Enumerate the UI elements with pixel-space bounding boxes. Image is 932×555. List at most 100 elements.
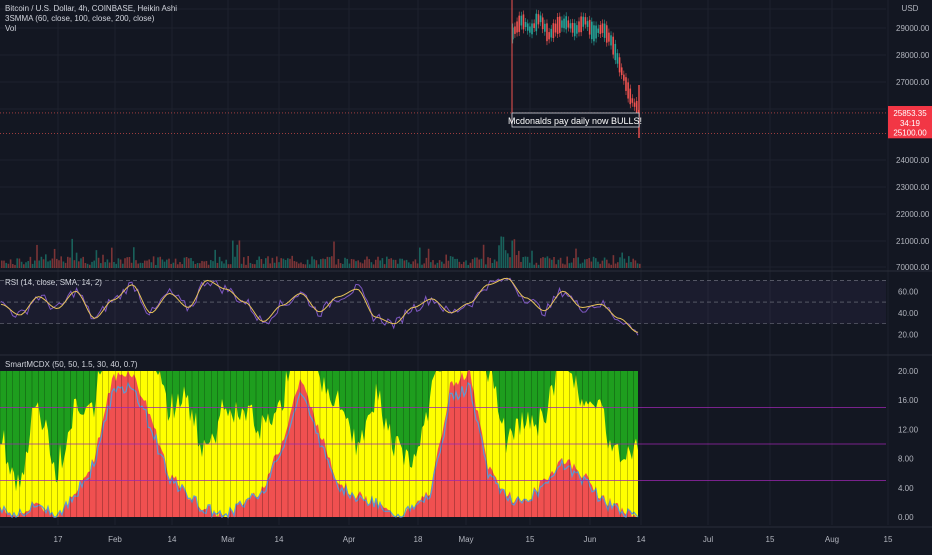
volume-bar xyxy=(38,260,40,268)
volume-bar xyxy=(346,258,348,268)
volume-bar xyxy=(436,262,439,268)
volume-bar xyxy=(84,262,87,268)
price-candle xyxy=(544,23,546,32)
volume-bar xyxy=(608,263,610,268)
volume-bar xyxy=(634,260,637,268)
price-candle xyxy=(524,21,527,28)
price-axis[interactable]: USD29000.0028000.0027000.0026000.0024000… xyxy=(888,4,932,522)
volume-bar xyxy=(482,244,485,268)
volume-bar xyxy=(67,256,69,268)
volume-bar xyxy=(3,260,5,268)
time-tick: 14 xyxy=(275,535,284,544)
volume-bar xyxy=(403,260,406,268)
price-candle xyxy=(610,35,612,46)
volume-bar xyxy=(300,262,302,268)
mcdx-tick: 16.00 xyxy=(898,396,919,405)
volume-bar xyxy=(45,254,47,268)
price-candle xyxy=(550,28,553,38)
volume-bar xyxy=(599,263,601,268)
volume-bar xyxy=(9,259,12,268)
volume-bar xyxy=(256,259,258,268)
volume-bar xyxy=(359,262,362,268)
volume-bar xyxy=(344,257,346,268)
volume-bar xyxy=(100,263,102,268)
time-tick: 18 xyxy=(414,535,423,544)
volume-title[interactable]: Vol xyxy=(5,24,17,33)
price-tick: 28000.00 xyxy=(896,51,930,60)
volume-bar xyxy=(234,256,236,268)
volume-bar xyxy=(557,259,560,268)
mcdx-title[interactable]: SmartMCDX (50, 50, 1.5, 30, 40, 0.7) xyxy=(5,360,138,369)
volume-bar xyxy=(141,263,144,268)
time-tick: Mar xyxy=(221,535,235,544)
volume-bar xyxy=(289,258,291,268)
volume-bar xyxy=(612,255,615,268)
volume-bar xyxy=(102,254,104,268)
volume-bar xyxy=(597,261,599,268)
volume-bar xyxy=(313,259,315,268)
price-candle xyxy=(586,21,589,27)
indicator-title[interactable]: 3SMMA (60, close, 100, close, 200, close… xyxy=(5,14,155,23)
volume-bar xyxy=(273,262,276,268)
volume-bar xyxy=(108,262,111,268)
volume-bars xyxy=(1,236,641,268)
price-candle xyxy=(565,16,567,30)
volume-bar xyxy=(469,262,472,268)
price-candle xyxy=(535,13,538,32)
volume-bar xyxy=(471,259,474,268)
volume-bar xyxy=(106,259,109,268)
volume-bar xyxy=(192,261,194,268)
volume-bar xyxy=(518,250,520,268)
price-candle xyxy=(618,57,621,73)
price-candle xyxy=(563,18,565,29)
price-tick: 24000.00 xyxy=(896,156,930,165)
volume-bar xyxy=(460,264,463,268)
rsi-tick: 40.00 xyxy=(898,309,919,318)
volume-bar xyxy=(476,257,478,268)
volume-bar xyxy=(586,259,588,268)
volume-bar xyxy=(500,236,502,268)
volume-bar xyxy=(119,259,122,268)
volume-bar xyxy=(243,257,245,268)
volume-bar xyxy=(73,260,76,268)
volume-bar xyxy=(504,250,507,268)
volume-bar xyxy=(117,258,120,268)
volume-bar xyxy=(381,258,384,268)
symbol-title[interactable]: Bitcoin / U.S. Dollar, 4h, COINBASE, Hei… xyxy=(5,4,178,13)
price-candle xyxy=(612,36,614,55)
rsi-tick: 60.00 xyxy=(898,287,919,296)
price-candle xyxy=(531,23,533,35)
volume-bar xyxy=(456,258,458,268)
volume-bar xyxy=(309,264,311,268)
volume-bar xyxy=(425,257,428,268)
rsi-tick: 20.00 xyxy=(898,331,919,340)
volume-bar xyxy=(502,236,505,268)
volume-bar xyxy=(27,261,29,268)
price-candle xyxy=(578,21,580,33)
volume-bar xyxy=(78,261,80,268)
volume-bar xyxy=(531,250,533,268)
volume-bar xyxy=(416,263,419,268)
price-candle xyxy=(556,16,559,34)
volume-bar xyxy=(137,263,139,268)
volume-bar xyxy=(423,263,425,268)
volume-bar xyxy=(221,261,223,268)
volume-bar xyxy=(214,249,216,268)
volume-bar xyxy=(419,247,421,268)
volume-bar xyxy=(185,256,188,268)
volume-bar xyxy=(170,263,172,268)
volume-bar xyxy=(93,260,95,268)
volume-bar xyxy=(324,259,326,268)
price-candle xyxy=(629,88,632,105)
volume-bar xyxy=(458,261,461,268)
price-tick: 27000.00 xyxy=(896,78,930,87)
volume-bar xyxy=(559,257,562,268)
rsi-title[interactable]: RSI (14, close, SMA, 14, 2) xyxy=(5,278,102,287)
volume-bar xyxy=(146,260,148,268)
volume-bar xyxy=(542,257,544,268)
volume-bar xyxy=(577,257,579,268)
volume-bar xyxy=(628,256,630,268)
time-axis[interactable]: 17 Feb 14 Mar 14 Apr 18 May 15 Jun 14 Jul 15 Aug 15 xyxy=(0,526,932,544)
volume-bar xyxy=(566,256,568,268)
volume-bar xyxy=(1,260,3,268)
